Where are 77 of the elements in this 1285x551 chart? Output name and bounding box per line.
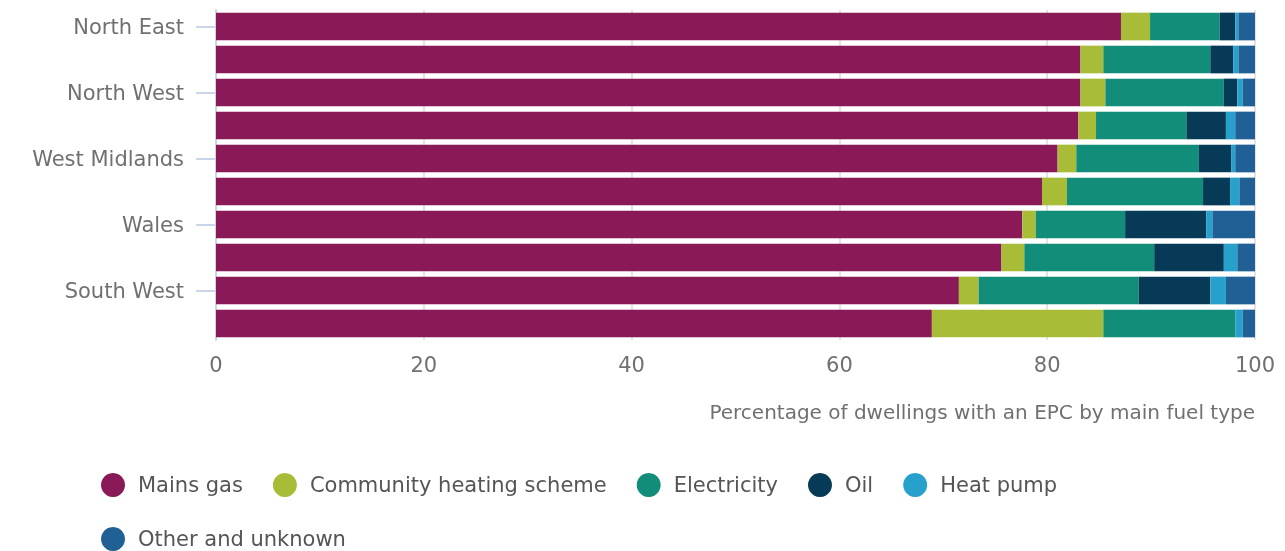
bar [1138,276,1211,305]
bar [216,243,1002,272]
bar [1154,243,1224,272]
legend-label: Other and unknown [138,527,346,551]
bar [1066,177,1204,206]
bar [1080,78,1106,107]
bar [216,177,1043,206]
x-tick-label: 100 [1234,352,1276,377]
bar [1203,177,1231,206]
bar [1230,177,1240,206]
bar [1125,210,1207,239]
y-tick-label: North East [73,14,184,39]
y-tick-label: South West [64,278,184,303]
bar [1103,45,1211,74]
bar [1057,144,1077,173]
y-tick-label: North West [66,80,184,105]
bar [1076,144,1199,173]
bar [1022,210,1036,239]
bar [1078,111,1097,140]
bar [1042,177,1067,206]
bar [931,309,1104,338]
y-tick-label: West Midlands [32,146,184,171]
bar [1103,309,1236,338]
bar [1225,276,1255,305]
y-tick-label: Wales [122,212,184,237]
bar [1231,144,1236,173]
bar [1219,12,1236,41]
bar [958,276,979,305]
bar [1120,12,1151,41]
bar [1237,78,1243,107]
bar [1096,111,1187,140]
bar [1035,210,1126,239]
bar [1080,45,1104,74]
x-tick-label: 60 [826,352,853,377]
bar [216,309,932,338]
bar [1235,144,1255,173]
bar [1223,78,1238,107]
bar [1233,45,1239,74]
bar [1198,144,1232,173]
bar [1238,12,1255,41]
x-tick-label: 0 [209,352,223,377]
bar [1238,45,1255,74]
bar [1186,111,1226,140]
x-axis-title: Percentage of dwellings with an EPC by main fuel type [709,400,1255,424]
bar [1105,78,1224,107]
bar [1210,45,1234,74]
bar [216,210,1023,239]
bar [1242,78,1255,107]
legend-label: Community heating scheme [309,473,607,497]
bar [1212,210,1255,239]
x-tick-label: 80 [1033,352,1061,377]
legend-label: Mains gas [138,473,243,497]
bar [216,276,959,305]
bar [216,111,1079,140]
bar [1150,12,1220,41]
bar [1235,12,1239,41]
bar [1235,111,1255,140]
bar [1239,177,1255,206]
bar [216,144,1058,173]
legend-label: Electricity [673,473,778,497]
bar [1210,276,1226,305]
bar [1242,309,1255,338]
bar [1001,243,1025,272]
bar [978,276,1139,305]
bar [1223,243,1238,272]
legend-label: Heat pump [940,473,1058,497]
legend-label: Oil [844,473,874,497]
bar [216,45,1081,74]
x-tick-label: 40 [618,352,645,377]
bar [216,12,1121,41]
bar [216,78,1081,107]
bar [1206,210,1213,239]
x-tick-label: 20 [410,352,438,377]
bar [1237,243,1255,272]
bar [1225,111,1236,140]
bar [1024,243,1155,272]
bar [1235,309,1243,338]
